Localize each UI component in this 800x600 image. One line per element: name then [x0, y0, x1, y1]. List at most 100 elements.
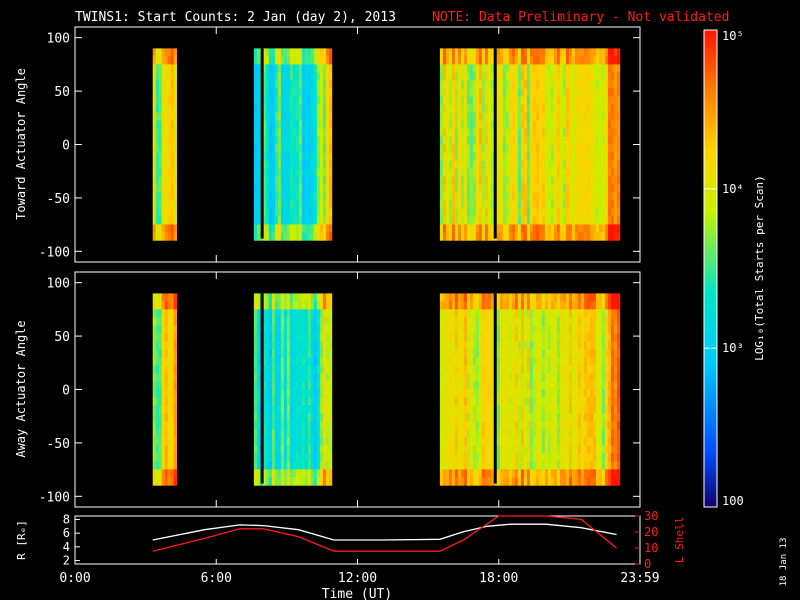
- heatmap-cell: [277, 469, 282, 478]
- heatmap-cell: [559, 341, 564, 350]
- heatmap-cell: [607, 176, 612, 185]
- heatmap-cell: [170, 325, 174, 334]
- heatmap-cell: [616, 208, 621, 217]
- heatmap-cell: [583, 104, 588, 113]
- heatmap-cell: [454, 216, 459, 225]
- heatmap-cell: [161, 64, 165, 73]
- heatmap-cell: [532, 176, 537, 185]
- heatmap-cell: [520, 48, 525, 57]
- heatmap-cell: [155, 325, 159, 334]
- heatmap-cell: [586, 341, 591, 350]
- heatmap-cell: [490, 437, 495, 446]
- heatmap-cell: [292, 373, 297, 382]
- heatmap-cell: [601, 128, 606, 137]
- heatmap-cell: [280, 389, 285, 398]
- heatmap-cell: [508, 136, 513, 145]
- heatmap-cell: [577, 453, 582, 462]
- heatmap-cell: [164, 72, 168, 81]
- heatmap-cell: [586, 389, 591, 398]
- heatmap-cell: [307, 349, 312, 358]
- heatmap-cell: [155, 381, 159, 390]
- heatmap-cell: [565, 325, 570, 334]
- heatmap-cell: [580, 168, 585, 177]
- heatmap-cell: [253, 224, 258, 233]
- heatmap-cell: [265, 373, 270, 382]
- heatmap-cell: [595, 208, 600, 217]
- heatmap-cell: [520, 421, 525, 430]
- heatmap-cell: [271, 365, 276, 374]
- heatmap-cell: [484, 301, 489, 310]
- heatmap-cell: [556, 373, 561, 382]
- heatmap-cell: [301, 200, 306, 209]
- heatmap-cell: [475, 184, 480, 193]
- heatmap-cell: [523, 317, 528, 326]
- heatmap-cell: [502, 152, 507, 161]
- heatmap-cell: [155, 357, 159, 366]
- heatmap-cell: [313, 405, 318, 414]
- heatmap-cell: [574, 136, 579, 145]
- heatmap-cell: [155, 293, 159, 302]
- heatmap-cell: [152, 144, 156, 153]
- heatmap-cell: [532, 309, 537, 318]
- heatmap-cell: [289, 216, 294, 225]
- heatmap-cell: [295, 477, 300, 486]
- heatmap-cell: [161, 72, 165, 81]
- heatmap-cell: [310, 224, 315, 233]
- heatmap-cell: [484, 88, 489, 97]
- heatmap-cell: [595, 56, 600, 65]
- heatmap-cell: [523, 437, 528, 446]
- heatmap-cell: [268, 144, 273, 153]
- heatmap-cell: [463, 349, 468, 358]
- heatmap-cell: [577, 429, 582, 438]
- heatmap-cell: [508, 176, 513, 185]
- heatmap-cell: [472, 136, 477, 145]
- heatmap-cell: [280, 96, 285, 105]
- heatmap-cell: [256, 349, 261, 358]
- heatmap-cell: [601, 112, 606, 121]
- heatmap-cell: [466, 120, 471, 129]
- heatmap-cell: [164, 112, 168, 121]
- heatmap-cell: [529, 96, 534, 105]
- heatmap-cell: [499, 461, 504, 470]
- heatmap-cell: [610, 56, 615, 65]
- heatmap-cell: [328, 192, 333, 201]
- heatmap-cell: [298, 333, 303, 342]
- heatmap-cell: [277, 48, 282, 57]
- heatmap-cell: [532, 453, 537, 462]
- heatmap-cell: [463, 445, 468, 454]
- heatmap-cell: [268, 104, 273, 113]
- heatmap-cell: [442, 104, 447, 113]
- heatmap-cell: [256, 120, 261, 129]
- heatmap-cell: [568, 64, 573, 73]
- heatmap-cell: [613, 96, 618, 105]
- heatmap-cell: [158, 301, 162, 310]
- heatmap-cell: [508, 56, 513, 65]
- heatmap-cell: [325, 325, 330, 334]
- heatmap-cell: [292, 453, 297, 462]
- heatmap-cell: [487, 192, 492, 201]
- heatmap-cell: [313, 469, 318, 478]
- heatmap-cell: [514, 200, 519, 209]
- heatmap-cell: [170, 192, 174, 201]
- heatmap-cell: [580, 184, 585, 193]
- heatmap-cell: [538, 176, 543, 185]
- heatmap-cell: [262, 56, 267, 65]
- heatmap-cell: [268, 128, 273, 137]
- heatmap-cell: [442, 96, 447, 105]
- heatmap-cell: [271, 232, 276, 241]
- heatmap-cell: [155, 309, 159, 318]
- heatmap-cell: [523, 341, 528, 350]
- heatmap-cell: [592, 216, 597, 225]
- heatmap-cell: [544, 48, 549, 57]
- heatmap-cell: [310, 80, 315, 89]
- heatmap-cell: [586, 445, 591, 454]
- heatmap-cell: [304, 208, 309, 217]
- heatmap-cell: [262, 128, 267, 137]
- heatmap-cell: [541, 453, 546, 462]
- heatmap-cell: [173, 192, 177, 201]
- heatmap-cell: [568, 461, 573, 470]
- heatmap-cell: [442, 341, 447, 350]
- heatmap-cell: [604, 224, 609, 233]
- heatmap-cell: [547, 136, 552, 145]
- heatmap-cell: [496, 136, 501, 145]
